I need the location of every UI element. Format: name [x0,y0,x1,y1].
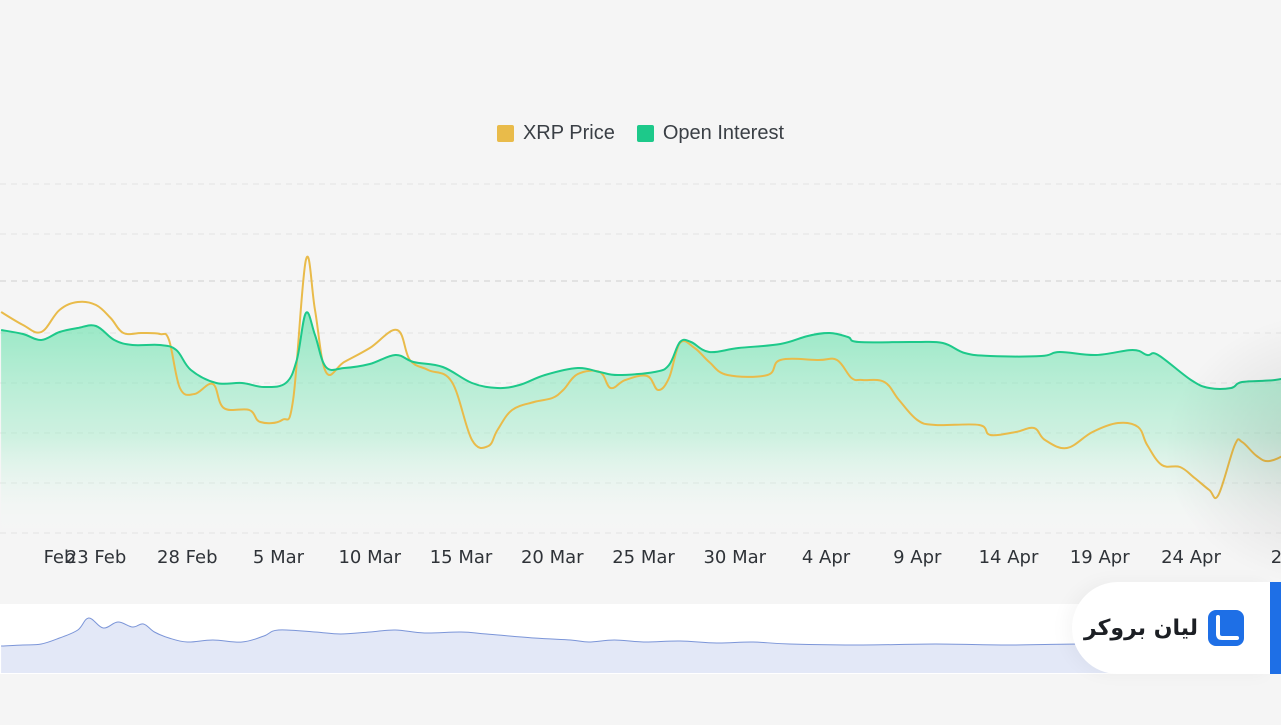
legend-swatch-open-interest [636,125,654,142]
x-tick-label: 15 Mar [430,547,493,568]
brand-watermark: لیان بروکر [1072,582,1272,674]
open-interest-area [1,312,1281,540]
x-tick-label: 19 Apr [1070,547,1130,568]
x-tick-label: 9 Apr [893,547,942,568]
x-tick-label: 28 Feb [157,547,218,568]
x-tick-label: 24 Apr [1161,547,1221,568]
x-tick-label: 25 Mar [612,547,675,568]
legend-item-open-interest[interactable]: Open Interest [636,122,785,145]
x-tick-label: 5 Mar [253,547,305,568]
x-tick-label: 20 Mar [521,547,584,568]
navigator[interactable] [0,604,1281,674]
series-lines [0,255,1281,500]
x-tick-label: 10 Mar [338,547,401,568]
series-line-xrp-price [0,255,1281,500]
x-tick-label: 29 [1271,547,1281,568]
x-tick-label: 30 Mar [703,547,766,568]
x-tick-label: 14 Apr [979,547,1039,568]
legend-swatch-xrp-price [496,125,514,142]
legend-label-open-interest: Open Interest [662,122,785,144]
legend-item-xrp-price[interactable]: XRP Price [496,122,615,145]
chart-legend: XRP Price Open Interest [0,122,1281,145]
navigator-area [1,617,1281,673]
rounded-square-logo-icon [1208,610,1244,646]
brand-name: لیان بروکر [1083,615,1198,641]
oi-area [1,312,1281,540]
x-tick-label: Feb [44,547,76,568]
legend-label-xrp-price: XRP Price [522,122,615,144]
brand-accent-bar [1270,582,1281,674]
x-tick-label: 4 Apr [802,547,851,568]
series-line-open-interest [0,311,1281,390]
x-tick-label: 23 Feb [66,547,127,568]
